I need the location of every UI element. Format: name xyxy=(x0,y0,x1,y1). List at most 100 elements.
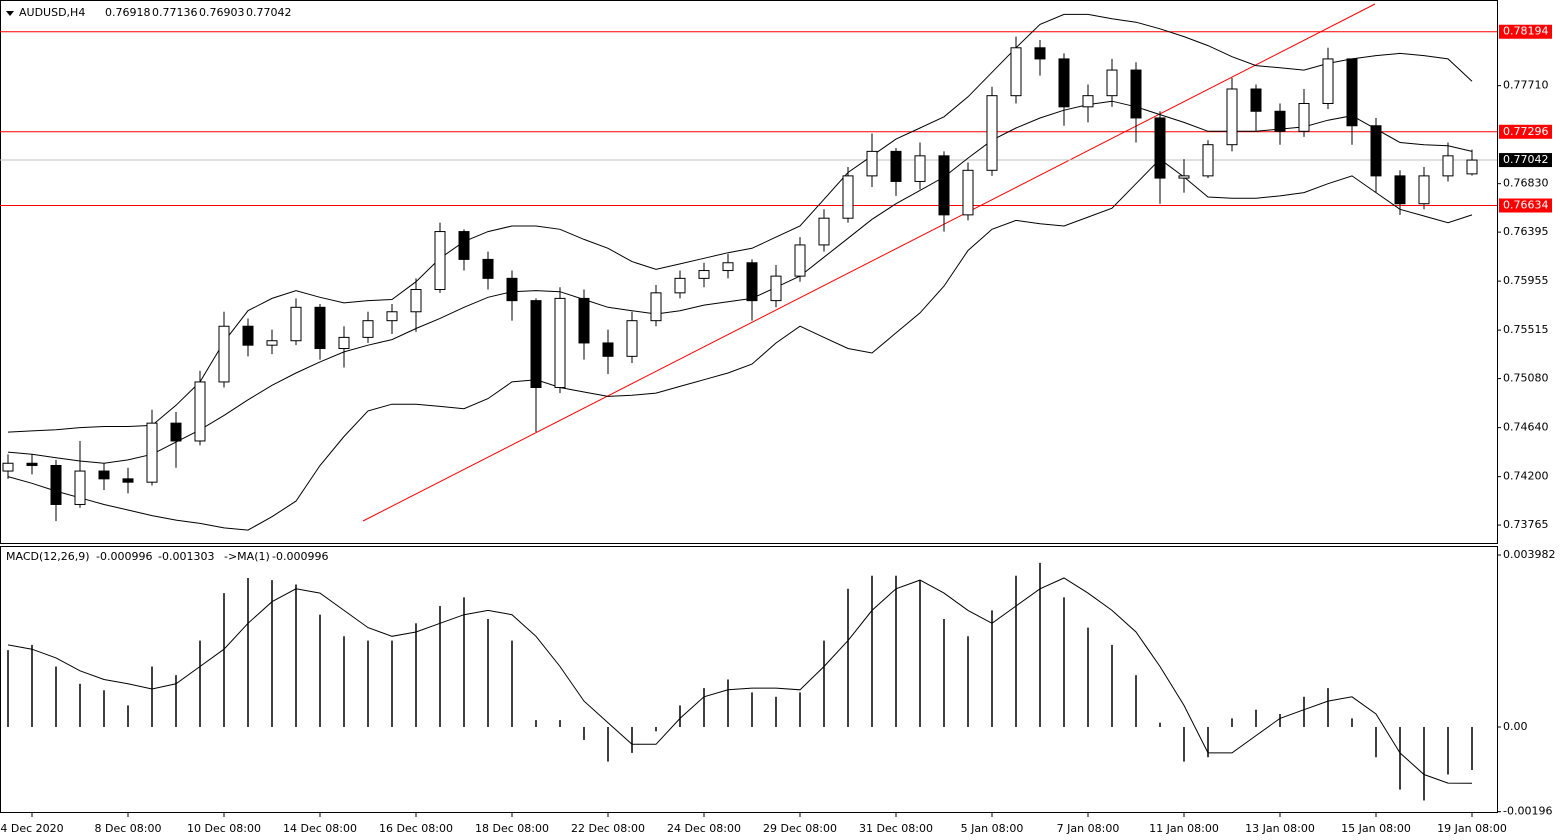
candle-body xyxy=(314,306,326,350)
candle-body xyxy=(170,422,182,442)
candle-body xyxy=(602,342,614,357)
menu-arrow[interactable] xyxy=(6,11,14,16)
candle-body xyxy=(986,95,998,171)
candle-body xyxy=(746,262,758,302)
candle-body xyxy=(818,217,830,246)
candle-body xyxy=(1010,47,1022,97)
candle-body xyxy=(1226,88,1238,146)
y-tick-label: 0.74640 xyxy=(1503,421,1549,434)
candle-body xyxy=(98,470,110,480)
x-tick-label: 7 Jan 08:00 xyxy=(1057,822,1120,835)
candle-body xyxy=(626,320,638,357)
candle-body xyxy=(266,340,278,346)
candle-body xyxy=(1034,47,1046,60)
last-price-label: 0.77042 xyxy=(1503,153,1549,166)
candle-body xyxy=(962,169,974,216)
y-tick-label: 0.75515 xyxy=(1503,323,1549,336)
candle-body xyxy=(194,381,206,442)
x-tick-label: 4 Dec 2020 xyxy=(0,822,63,835)
candle-body xyxy=(146,422,158,483)
macd-legend-value: -0.000996 xyxy=(96,550,152,563)
macd-ma-label: ->MA(1) xyxy=(224,550,270,563)
candle-body xyxy=(386,311,398,322)
y-tick-label: 0.73765 xyxy=(1503,518,1549,531)
candle-body xyxy=(1130,69,1142,119)
candle-body xyxy=(1178,175,1190,179)
candle-body xyxy=(26,462,38,466)
candle-body xyxy=(530,300,542,389)
macd-ma-value: -0.000996 xyxy=(272,550,328,563)
macd-panel-frame xyxy=(0,546,1498,813)
level-label: 0.77296 xyxy=(1503,125,1549,138)
candle-body xyxy=(410,288,422,313)
y-tick-label: 0.77710 xyxy=(1503,79,1549,92)
x-tick-label: 22 Dec 08:00 xyxy=(571,822,645,835)
level-label-box xyxy=(1499,198,1552,213)
x-tick-label: 29 Dec 08:00 xyxy=(763,822,837,835)
candle-body xyxy=(482,258,494,279)
x-tick-label: 14 Dec 08:00 xyxy=(283,822,357,835)
price-panel-frame xyxy=(0,0,1498,544)
x-tick-label: 16 Dec 08:00 xyxy=(379,822,453,835)
level-label: 0.76634 xyxy=(1503,199,1549,212)
y-tick-label: 0.76830 xyxy=(1503,177,1549,190)
x-tick-label: 15 Jan 08:00 xyxy=(1341,822,1411,835)
bollinger-upper xyxy=(7,13,1473,433)
candle-body xyxy=(458,231,470,260)
candle-body xyxy=(674,277,686,294)
candle-body xyxy=(1058,58,1070,108)
level-label: 0.78194 xyxy=(1503,25,1549,38)
signal-line xyxy=(7,577,1473,784)
y-tick-label: -0.00196 xyxy=(1503,805,1552,818)
x-tick-label: 31 Dec 08:00 xyxy=(859,822,933,835)
candle-body xyxy=(794,244,806,277)
candle-body xyxy=(2,462,14,472)
candle-body xyxy=(1466,159,1478,175)
candle-body xyxy=(914,155,926,182)
macd-legend-value: -0.001303 xyxy=(158,550,214,563)
candle-body xyxy=(338,336,350,350)
candle-body xyxy=(1106,69,1118,97)
candle-body xyxy=(122,478,134,483)
x-tick-label: 10 Dec 08:00 xyxy=(187,822,261,835)
candle-body xyxy=(1346,58,1358,127)
x-tick-label: 5 Jan 08:00 xyxy=(961,822,1024,835)
candle-body xyxy=(866,150,878,177)
candle-body xyxy=(554,297,566,389)
header-value: 0.76903 xyxy=(199,6,245,19)
candle-body xyxy=(1154,117,1166,179)
candle-body xyxy=(578,297,590,344)
candle-body xyxy=(1202,144,1214,177)
candle-body xyxy=(1418,175,1430,205)
x-tick-label: 24 Dec 08:00 xyxy=(667,822,741,835)
x-tick-label: 18 Dec 08:00 xyxy=(475,822,549,835)
header-value: 0.76918 xyxy=(105,6,151,19)
y-tick-label: 0.74200 xyxy=(1503,470,1549,483)
bollinger-lower xyxy=(7,158,1473,531)
candle-body xyxy=(1442,155,1454,177)
candle-body xyxy=(506,277,518,302)
candle-body xyxy=(290,306,302,342)
candle-body xyxy=(242,325,254,346)
last-price-box xyxy=(1499,153,1552,168)
y-tick-label: 0.003982 xyxy=(1503,548,1556,561)
x-tick-label: 13 Jan 08:00 xyxy=(1245,822,1315,835)
candle-body xyxy=(1394,175,1406,205)
x-tick-label: 8 Dec 08:00 xyxy=(95,822,162,835)
candle-body xyxy=(1250,88,1262,112)
candle-body xyxy=(1274,110,1286,132)
level-label-box xyxy=(1499,24,1552,39)
candle-body xyxy=(1322,58,1334,104)
candle-body xyxy=(770,275,782,302)
candle-body xyxy=(650,292,662,322)
candle-body xyxy=(362,320,374,338)
x-tick-label: 11 Jan 08:00 xyxy=(1149,822,1219,835)
candle-body xyxy=(698,270,710,279)
candle-body xyxy=(218,325,230,383)
level-label-box xyxy=(1499,124,1552,139)
candle-body xyxy=(890,150,902,182)
candle-body xyxy=(1298,102,1310,132)
candle-body xyxy=(434,231,446,290)
